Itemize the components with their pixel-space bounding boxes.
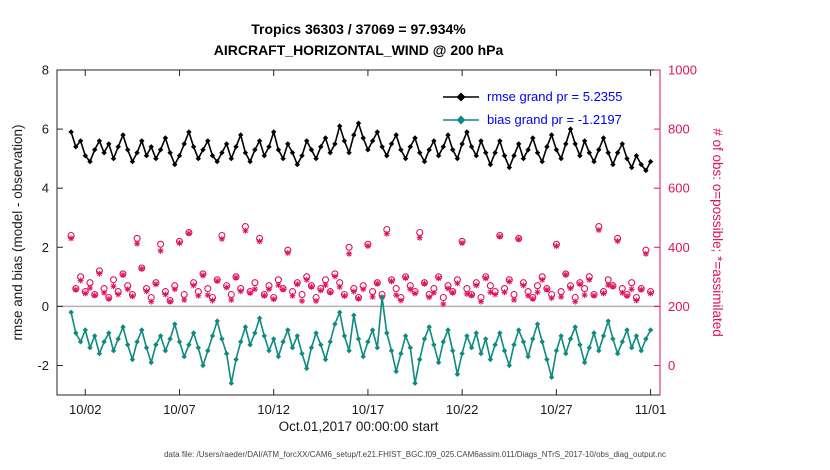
y-tick-label-right: 200 — [668, 299, 690, 314]
rmse-series — [68, 120, 654, 174]
y-tick-label-right: 800 — [668, 122, 690, 137]
x-tick-label: 11/01 — [635, 402, 667, 417]
x-tick-label: 10/17 — [352, 402, 385, 417]
bias-legend-marker — [443, 115, 479, 124]
y-tick-label-left: 6 — [42, 122, 49, 137]
assimilated-obs-series — [68, 227, 654, 307]
y-tick-label-right: 600 — [668, 181, 690, 196]
y-tick-label-left: 0 — [42, 299, 49, 314]
x-tick-label: 10/27 — [540, 402, 573, 417]
y-tick-label-right: 1000 — [668, 63, 697, 78]
chart-title-line2: AIRCRAFT_HORIZONTAL_WIND @ 200 hPa — [213, 42, 504, 58]
data-file-caption: data file: /Users/raeder/DAI/ATM_forcXX/… — [164, 450, 666, 459]
y-tick-label-left: 8 — [42, 63, 49, 78]
y-tick-label-left: -2 — [37, 358, 49, 373]
legend-item-bias: bias grand pr = -1.2197 — [441, 112, 622, 127]
x-axis-label: Oct.01,2017 00:00:00 start — [278, 419, 439, 434]
legend-item-rmse: rmse grand pr = 5.2355 — [441, 89, 623, 104]
chart-title-line1: Tropics 36303 / 37069 = 97.934% — [251, 21, 466, 37]
y-axis-label-left: rmse and bias (model - observation) — [10, 124, 25, 341]
rmse-legend-marker — [443, 92, 479, 101]
possible-obs-series — [67, 223, 655, 305]
y-axis-label-right: # of obs: o=possible; *=assimilated — [710, 128, 725, 337]
bias-series — [68, 294, 654, 386]
y-tick-label-right: 400 — [668, 240, 690, 255]
legend-label-bias: bias grand pr = -1.2197 — [487, 112, 622, 127]
x-tick-label: 10/02 — [69, 402, 102, 417]
x-tick-label: 10/12 — [257, 402, 290, 417]
y-tick-label-right: 0 — [668, 358, 675, 373]
x-tick-label: 10/22 — [446, 402, 479, 417]
legend-label-rmse: rmse grand pr = 5.2355 — [487, 89, 623, 104]
x-tick-label: 10/07 — [163, 402, 196, 417]
y-tick-label-left: 4 — [42, 181, 49, 196]
y-tick-label-left: 2 — [42, 240, 49, 255]
